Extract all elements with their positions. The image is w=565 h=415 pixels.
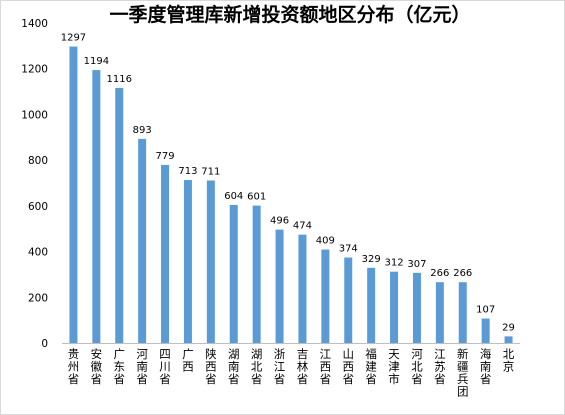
bar-value-label: 496 (270, 216, 289, 227)
bar (481, 318, 490, 343)
bar-value-label: 713 (178, 166, 197, 177)
bar-value-label: 266 (453, 268, 472, 279)
x-tick-label: 贵州省 (68, 347, 80, 386)
x-tick-label: 江苏省 (434, 347, 446, 386)
bar-value-label: 1297 (61, 33, 86, 44)
bar (390, 271, 399, 343)
y-axis: 0 200 400 600 800 1000 1200 1400 (21, 18, 48, 350)
x-tick-label: 新疆兵团 (457, 347, 469, 399)
bar-value-label: 107 (476, 305, 495, 316)
x-tick-label: 湖南省 (228, 347, 240, 386)
bar (115, 87, 124, 344)
x-tick-label: 河北省 (411, 347, 423, 386)
x-tick-label: 福建省 (365, 347, 377, 386)
x-tick-label: 天津市 (388, 347, 400, 386)
bar (344, 257, 353, 343)
y-tick-label: 400 (28, 247, 48, 259)
bar-value-label: 266 (430, 268, 449, 279)
x-tick-label: 山西省 (343, 347, 355, 386)
bar-value-label: 1116 (107, 74, 132, 85)
bar (138, 138, 147, 343)
bar (229, 204, 238, 343)
x-tick-label: 河南省 (136, 347, 148, 386)
bar (69, 46, 78, 344)
bar (161, 164, 170, 343)
y-tick-label: 200 (28, 292, 48, 304)
bar-value-label: 604 (224, 191, 243, 202)
bar-value-label: 601 (247, 192, 266, 203)
bar-value-label: 307 (407, 259, 426, 270)
x-tick-label: 陕西省 (205, 347, 217, 386)
bar-value-label: 474 (293, 221, 312, 232)
x-tick-label: 广东省 (114, 347, 126, 386)
bar-value-label: 779 (156, 151, 175, 162)
y-tick-label: 800 (28, 155, 48, 167)
bar (458, 282, 467, 343)
chart-title: 一季度管理库新增投资额地区分布（亿元） (109, 3, 470, 26)
bar-value-label: 1194 (84, 56, 109, 67)
bar (252, 205, 261, 343)
bar (367, 267, 376, 343)
bar (183, 180, 192, 343)
bar-value-label: 29 (502, 322, 515, 333)
bar (321, 249, 330, 343)
x-axis: 贵州省安徽省广东省河南省四川省广西陕西省湖南省湖北省浙江省吉林省江西省山西省福建… (62, 343, 520, 399)
x-tick-label: 海南省 (480, 347, 492, 386)
x-tick-label: 安徽省 (91, 347, 103, 386)
bar-value-label: 409 (316, 236, 335, 247)
bar (92, 70, 101, 343)
x-tick-label: 北京 (503, 347, 515, 374)
bar (435, 282, 444, 343)
bar-value-label: 329 (362, 254, 381, 265)
y-tick-label: 1200 (21, 64, 48, 76)
bar-value-label: 374 (339, 244, 358, 255)
x-tick-label: 湖北省 (251, 347, 263, 386)
bar (206, 180, 215, 343)
x-tick-label: 江西省 (320, 347, 332, 386)
bar-value-label: 711 (201, 166, 220, 177)
y-tick-label: 1000 (21, 109, 48, 121)
x-tick-label: 吉林省 (297, 347, 309, 386)
bar-value-label: 312 (385, 258, 404, 269)
bar (412, 272, 421, 343)
x-tick-label: 广西 (182, 347, 194, 374)
x-tick-label: 浙江省 (274, 347, 286, 386)
y-tick-label: 1400 (21, 18, 48, 30)
bar (275, 229, 284, 343)
bar (504, 336, 513, 343)
bar (298, 234, 307, 343)
y-tick-label: 0 (41, 338, 48, 350)
y-tick-label: 600 (28, 201, 48, 213)
bar-value-label: 893 (133, 125, 152, 136)
x-tick-label: 四川省 (159, 347, 171, 386)
